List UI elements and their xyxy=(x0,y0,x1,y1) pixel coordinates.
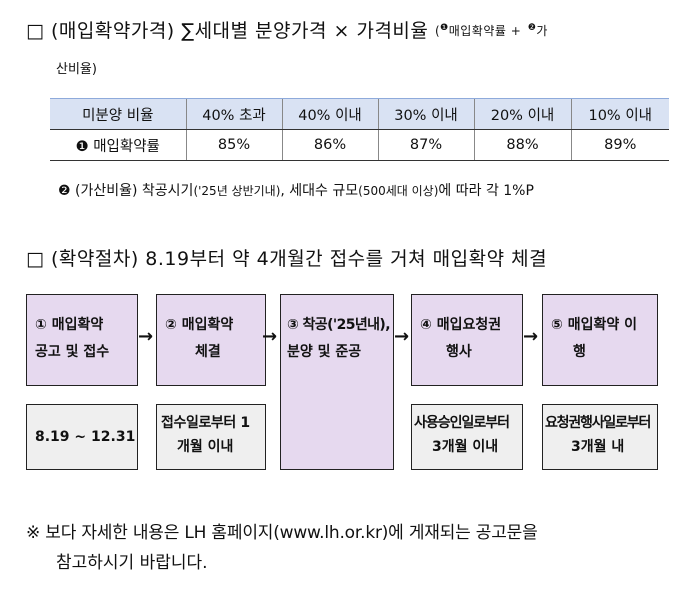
marker-two-icon: ❷ xyxy=(58,183,71,199)
step-box: ④ 매입요청권 행사 xyxy=(411,294,523,386)
timing-box: 요청권행사일로부터 3개월 내 xyxy=(542,404,658,470)
table-header-cell: 20% 이내 xyxy=(473,98,571,130)
footnote-line: ※ 보다 자세한 내용은 LH 홈페이지(www.lh.or.kr)에 게재되는… xyxy=(26,523,538,543)
procedure-heading: □ (확약절차) 8.19부터 약 4개월간 접수를 거쳐 매입확약 체결 xyxy=(26,244,547,271)
table-cell: 88% xyxy=(473,129,571,161)
step-title: 행 xyxy=(573,344,586,360)
timing-box: 접수일로부터 1 개월 이내 xyxy=(156,404,266,470)
surcharge-note: ❷ (가산비율) 착공시기('25년 상반기내), 세대수 규모(500세대 이… xyxy=(58,180,534,200)
table-cell: 87% xyxy=(377,129,474,161)
step-title: 분양 및 준공 xyxy=(287,344,362,360)
timing-text: 개월 이내 xyxy=(177,439,234,455)
step-box: ③ 착공('25년내), 분양 및 준공 xyxy=(280,294,394,470)
step-title: ⑤ 매입확약 이 xyxy=(551,317,638,333)
marker-two-icon: ❷ xyxy=(527,23,537,33)
table-header-cell: 30% 이내 xyxy=(377,98,474,130)
formula-term-1: 매입확약률 + xyxy=(448,24,522,38)
step-box: ⑤ 매입확약 이 행 xyxy=(542,294,658,386)
formula-text: ∑세대별 분양가격 × 가격비율 xyxy=(181,20,429,42)
table-header-cell: 40% 초과 xyxy=(185,98,282,130)
step-box: ② 매입확약 체결 xyxy=(156,294,266,386)
step-title: 체결 xyxy=(195,344,221,360)
purchase-rate-table: 미분양 비율 40% 초과 40% 이내 30% 이내 20% 이내 10% 이… xyxy=(50,98,669,161)
table-cell: 86% xyxy=(281,129,378,161)
formula-paren: ( xyxy=(434,24,441,38)
timing-text: 3개월 이내 xyxy=(432,439,499,455)
step-title: ② 매입확약 xyxy=(165,317,234,333)
table-header-cell: 미분양 비율 xyxy=(50,98,186,130)
heading-text: 8.19부터 약 4개월간 접수를 거쳐 매입확약 체결 xyxy=(145,248,548,270)
timing-text: 사용승인일로부터 xyxy=(414,415,510,431)
table-header-row: 미분양 비율 40% 초과 40% 이내 30% 이내 20% 이내 10% 이… xyxy=(50,98,669,130)
timing-box: 사용승인일로부터 3개월 이내 xyxy=(411,404,523,470)
table-header-cell: 40% 이내 xyxy=(281,98,378,130)
note-detail: ('25년 상반기내) xyxy=(193,184,281,198)
table-row: ❶ 매입확약률 85% 86% 87% 88% 89% xyxy=(50,129,669,161)
table-header-cell: 10% 이내 xyxy=(570,98,669,130)
arrow-right-icon: → xyxy=(262,326,278,347)
table-cell: 85% xyxy=(185,129,282,161)
formula-continuation: 산비율) xyxy=(56,62,97,77)
timing-text: 8.19 ~ 12.31 xyxy=(35,429,136,445)
table-cell: 89% xyxy=(570,129,669,161)
arrow-right-icon: → xyxy=(523,326,539,347)
step-title: ① 매입확약 xyxy=(35,317,104,333)
step-title: ③ 착공('25년내), xyxy=(287,317,391,333)
note-label: (가산비율) 착공시기 xyxy=(75,183,194,199)
footnote: ※ 보다 자세한 내용은 LH 홈페이지(www.lh.or.kr)에 게재되는… xyxy=(26,518,538,578)
footnote-line: 참고하시기 바랍니다. xyxy=(56,553,208,573)
note-text: , 세대수 규모 xyxy=(280,183,359,199)
arrow-right-icon: → xyxy=(138,326,154,347)
arrow-right-icon: → xyxy=(394,326,410,347)
step-title: 공고 및 접수 xyxy=(35,344,110,360)
heading-label: (매입확약가격) xyxy=(51,20,175,42)
step-box: ① 매입확약 공고 및 접수 xyxy=(26,294,138,386)
note-text: 에 따라 각 1%P xyxy=(438,183,534,199)
timing-text: 3개월 내 xyxy=(571,439,625,455)
heading-label: (확약절차) xyxy=(51,248,139,270)
price-formula-heading: □ (매입확약가격) ∑세대별 분양가격 × 가격비율 (❶매입확약률 + ❷가 xyxy=(26,16,548,43)
timing-text: 접수일로부터 1 xyxy=(161,415,250,431)
square-bullet-icon: □ xyxy=(26,248,45,270)
square-bullet-icon: □ xyxy=(26,20,45,42)
marker-one-icon: ❶ xyxy=(440,23,449,33)
step-title: 행사 xyxy=(446,344,472,360)
timing-text: 요청권행사일로부터 xyxy=(545,415,651,431)
timing-box: 8.19 ~ 12.31 xyxy=(26,404,138,470)
step-title: ④ 매입요청권 xyxy=(420,317,502,333)
formula-term-2: 가 xyxy=(536,24,548,38)
note-detail: (500세대 이상) xyxy=(358,184,439,198)
row-label: ❶ 매입확약률 xyxy=(50,129,186,161)
